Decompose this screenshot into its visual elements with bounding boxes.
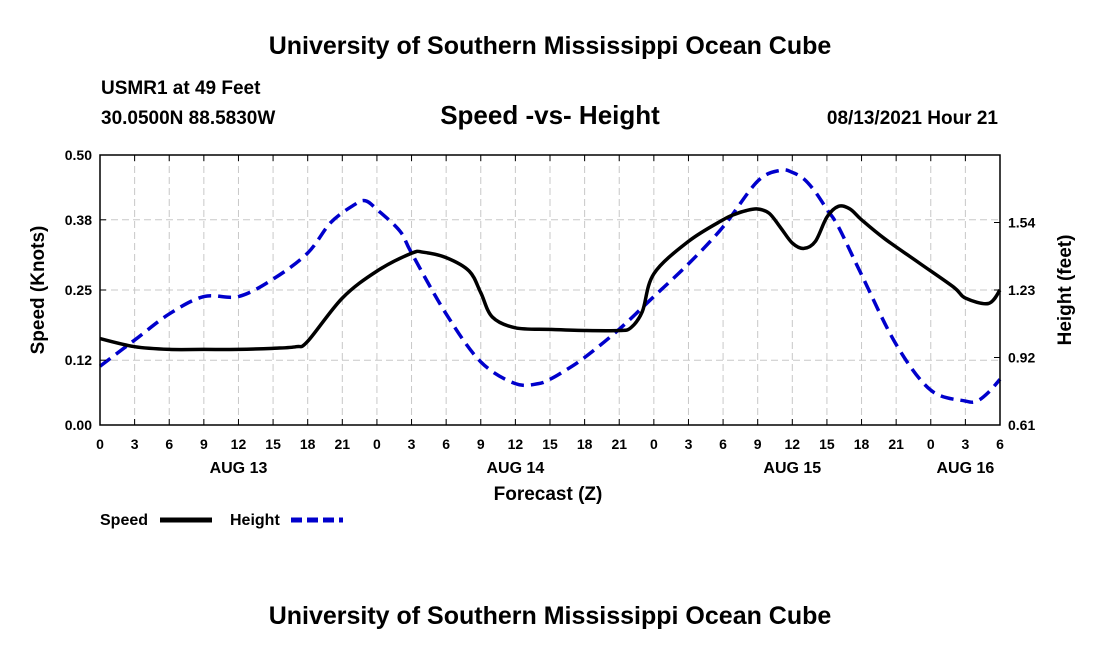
coordinates-label: 30.0500N 88.5830W (101, 108, 275, 129)
series-layer (98, 168, 1002, 405)
gridlines (100, 155, 1000, 425)
x-tick-label: 21 (335, 436, 351, 452)
y-tick-label: 0.25 (65, 282, 92, 298)
forecast-datetime: 08/13/2021 Hour 21 (827, 108, 999, 129)
y2-tick-label: 0.61 (1008, 417, 1035, 433)
x-tick-label: 15 (819, 436, 835, 452)
x-tick-label: 12 (231, 436, 247, 452)
footer-title: University of Southern Mississippi Ocean… (269, 602, 832, 630)
y2-tick-label: 0.92 (1008, 350, 1035, 366)
chart-title: Speed -vs- Height (440, 100, 660, 130)
x-tick-label: 21 (611, 436, 627, 452)
x-tick-label: 3 (685, 436, 693, 452)
x-tick-label: 9 (754, 436, 762, 452)
x-tick-label: 9 (200, 436, 208, 452)
y2-axis-label: Height (feet) (1055, 235, 1076, 346)
x-tick-label: 12 (508, 436, 524, 452)
date-label: AUG 14 (486, 460, 544, 477)
x-tick-label: 3 (961, 436, 969, 452)
x-tick-label: 18 (577, 436, 593, 452)
x-tick-label: 0 (650, 436, 658, 452)
station-label: USMR1 at 49 Feet (101, 78, 261, 99)
legend-height-label: Height (230, 512, 280, 529)
y-tick-label: 0.12 (65, 352, 92, 368)
x-tick-label: 18 (854, 436, 870, 452)
x-tick-label: 0 (373, 436, 381, 452)
x-tick-label: 12 (785, 436, 801, 452)
x-tick-label: 15 (542, 436, 558, 452)
x-tick-label: 6 (996, 436, 1004, 452)
x-tick-label: 6 (719, 436, 727, 452)
x-tick-label: 0 (927, 436, 935, 452)
series-line-height (98, 168, 1002, 405)
x-tick-label: 0 (96, 436, 104, 452)
x-tick-label: 9 (477, 436, 485, 452)
y2-tick-label: 1.23 (1008, 282, 1035, 298)
x-tick-label: 6 (442, 436, 450, 452)
date-label: AUG 13 (210, 460, 268, 477)
y-tick-label: 0.00 (65, 417, 92, 433)
x-tick-label: 3 (408, 436, 416, 452)
x-tick-label: 15 (265, 436, 281, 452)
legend-speed-label: Speed (100, 512, 148, 529)
date-label: AUG 16 (936, 460, 994, 477)
x-axis-label: Forecast (Z) (494, 484, 603, 505)
series-line-speed (99, 204, 1002, 352)
axes: 0 3 6 9 12 15 18 21 0 3 6 9 12 15 18 21 0 3 6 9 12 15 18 21 0 3 60… (65, 147, 1036, 477)
header-title: University of Southern Mississippi Ocean… (269, 32, 832, 60)
x-tick-label: 18 (300, 436, 316, 452)
date-label: AUG 15 (763, 460, 821, 477)
x-tick-label: 21 (888, 436, 904, 452)
x-tick-label: 6 (165, 436, 173, 452)
y-tick-label: 0.50 (65, 147, 92, 163)
x-tick-label: 3 (131, 436, 139, 452)
legend: Speed Height (100, 512, 343, 529)
y-tick-label: 0.38 (65, 212, 92, 228)
y2-tick-label: 1.54 (1008, 215, 1035, 231)
y-axis-label: Speed (Knots) (28, 226, 49, 355)
